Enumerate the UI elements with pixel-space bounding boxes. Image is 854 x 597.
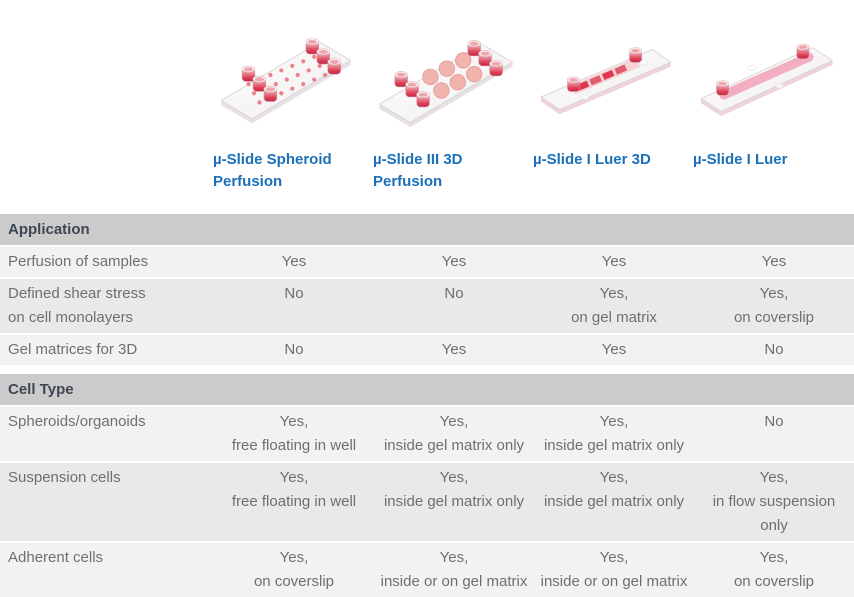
value-cell: Yes, inside gel matrix only [383,469,525,510]
table-row: Defined shear stress on cell monolayers N… [0,279,854,333]
section-header: Cell Type [0,374,854,405]
product-column-i-luer: µ-Slide I Luer [692,10,852,193]
value-cell: No [284,285,304,302]
product-image-i-luer[interactable] [692,10,838,140]
feature-cell: Suspension cells [8,469,121,486]
product-link-i-luer-3d[interactable]: µ-Slide I Luer 3D [533,151,651,168]
feature-cell: Gel matrices for 3D [8,341,138,358]
value-cell: Yes, on coverslip [733,549,815,590]
product-header-area: µ-Slide Spheroid Perfusion [0,0,854,214]
feature-cell: Defined shear stress on cell monolayers [8,285,146,326]
section-header: Application [0,214,854,245]
table-row: Adherent cells Yes, on coverslip Yes, insi… [0,543,854,597]
product-link-spheroid-perfusion[interactable]: µ-Slide Spheroid Perfusion [213,151,332,190]
table-row: Spheroids/organoids Yes, free floating in… [0,407,854,461]
product-image-spheroid-perfusion[interactable] [212,10,358,140]
value-cell: Yes, on coverslip [253,549,335,590]
value-cell: Yes, free floating in well [231,413,357,454]
value-cell: No [284,341,304,358]
product-image-i-luer-3d[interactable] [532,10,678,140]
product-link-i-luer[interactable]: µ-Slide I Luer [693,151,788,168]
comparison-table: Application Perfusion of samples Yes Yes Yes… [0,214,854,597]
product-link-iii-3d-perfusion[interactable]: µ-Slide III 3D Perfusion [373,151,463,190]
table-row: Perfusion of samples Yes Yes Yes Yes [0,247,854,277]
section-spacer [0,367,854,374]
feature-cell: Spheroids/organoids [8,413,146,430]
product-column-spheroid-perfusion: µ-Slide Spheroid Perfusion [212,10,372,193]
product-image-iii-3d-perfusion[interactable] [372,10,518,140]
value-cell: Yes, inside gel matrix only [383,413,525,454]
value-cell: No [444,285,464,302]
value-cell: Yes [761,253,787,270]
product-column-i-luer-3d: µ-Slide I Luer 3D [532,10,692,193]
table-row: Gel matrices for 3D No Yes Yes No [0,335,854,365]
feature-cell: Adherent cells [8,549,104,566]
value-cell: Yes [601,341,627,358]
value-cell: Yes, inside or on gel matrix [540,549,688,590]
feature-cell: Perfusion of samples [8,253,149,270]
value-cell: Yes, inside gel matrix only [543,413,685,454]
value-cell: Yes, in flow suspension only [712,469,836,534]
value-cell: Yes, inside gel matrix only [543,469,685,510]
table-row: Suspension cells Yes, free floating in we… [0,463,854,541]
value-cell: Yes, on coverslip [733,285,815,326]
value-cell: No [764,413,784,430]
value-cell: Yes [441,253,467,270]
value-cell: No [764,341,784,358]
value-cell: Yes [281,253,307,270]
value-cell: Yes, free floating in well [231,469,357,510]
value-cell: Yes [441,341,467,358]
product-columns: µ-Slide Spheroid Perfusion [212,10,854,193]
value-cell: Yes, on gel matrix [571,285,657,326]
value-cell: Yes [601,253,627,270]
product-column-iii-3d-perfusion: µ-Slide III 3D Perfusion [372,10,532,193]
value-cell: Yes, inside or on gel matrix [380,549,528,590]
